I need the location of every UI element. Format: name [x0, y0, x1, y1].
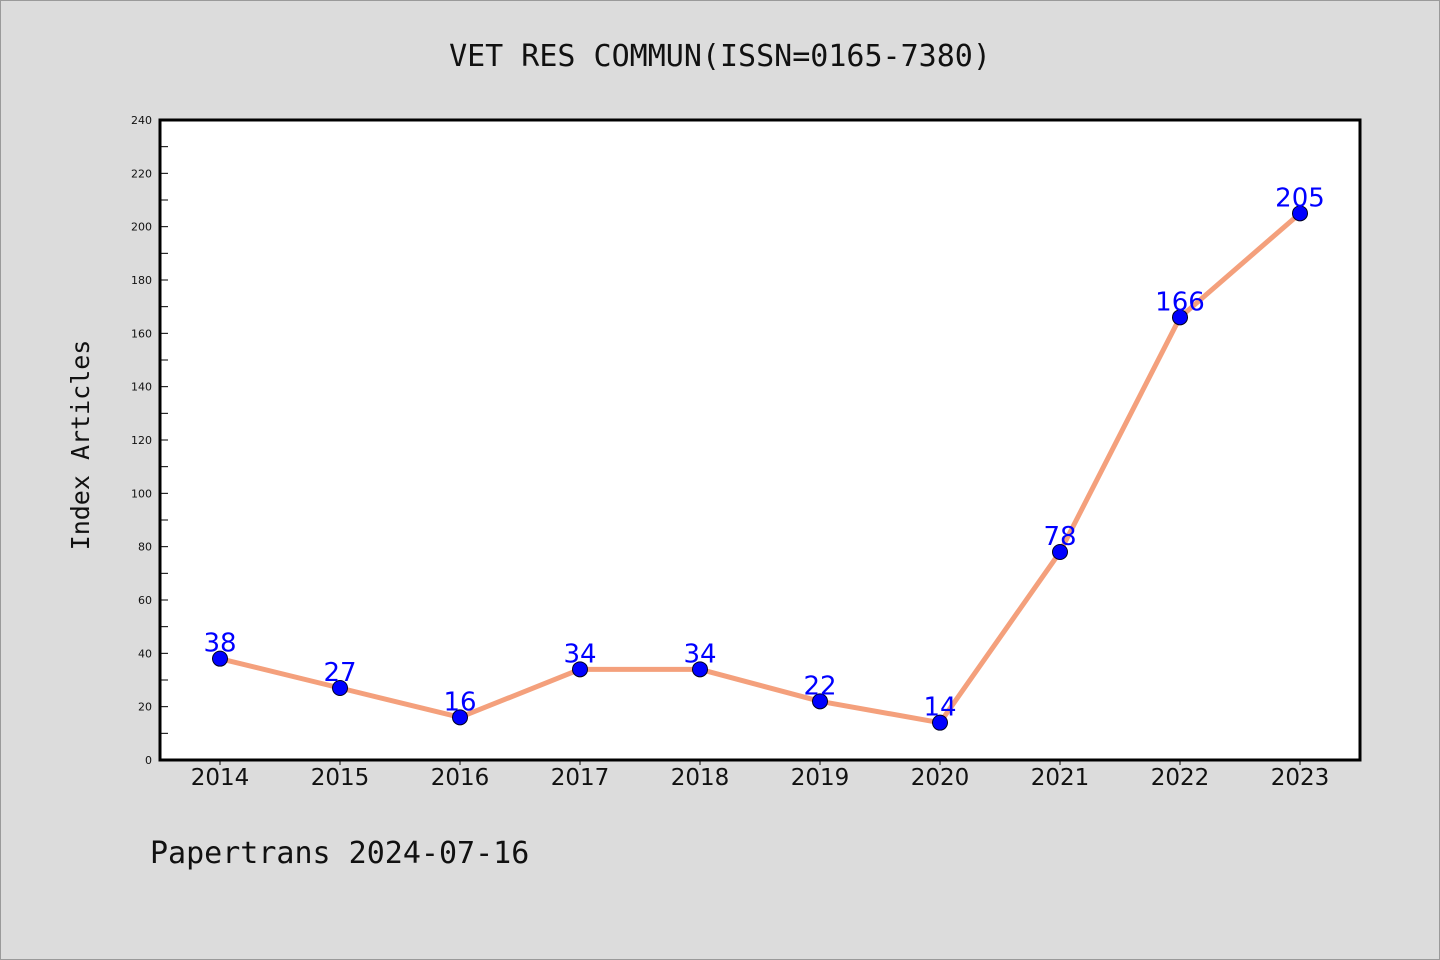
y-tick-label: 240: [131, 114, 152, 127]
y-tick-label: 40: [138, 647, 152, 660]
y-tick-label: 120: [131, 434, 152, 447]
y-tick-label: 100: [131, 487, 152, 500]
chart-title: VET RES COMMUN(ISSN=0165-7380): [449, 39, 991, 74]
data-label: 27: [323, 658, 356, 688]
data-point: [812, 693, 828, 710]
y-tick-label: 0: [145, 754, 152, 767]
y-tick-label: 140: [131, 381, 152, 394]
data-label: 16: [443, 687, 476, 717]
data-label: 78: [1043, 522, 1076, 552]
data-point: [572, 661, 588, 678]
y-tick-label: 20: [138, 701, 152, 714]
data-label: 166: [1155, 287, 1205, 317]
x-tick-label: 2023: [1271, 765, 1330, 791]
x-tick-label: 2022: [1151, 765, 1210, 791]
x-tick-label: 2014: [191, 765, 250, 791]
y-tick-label: 60: [138, 594, 152, 607]
data-point: [332, 680, 348, 696]
x-tick-label: 2015: [311, 765, 370, 791]
x-tick-label: 2021: [1031, 765, 1090, 791]
series-line: [217, 210, 1303, 726]
series: [212, 205, 1308, 731]
data-point: [212, 650, 228, 667]
data-label: 22: [803, 671, 836, 701]
data-point: [932, 714, 948, 731]
y-tick-label: 180: [131, 274, 152, 287]
data-label: 205: [1275, 183, 1325, 213]
data-point: [452, 709, 468, 726]
x-tick-label: 2016: [431, 765, 490, 791]
y-tick-label: 220: [131, 167, 152, 180]
y-tick-label: 80: [138, 541, 152, 554]
x-tick-label: 2020: [911, 765, 970, 791]
data-point: [1052, 544, 1068, 560]
x-tick-label: 2019: [791, 765, 850, 791]
x-tick-label: 2017: [551, 765, 610, 791]
data-label: 34: [563, 639, 596, 669]
y-tick-label: 160: [131, 327, 152, 340]
y-axis-label: Index Articles: [66, 340, 95, 551]
y-axis: 0 20 40 60 80 100 120 140 160 180 200 220 240: [131, 114, 168, 767]
data-point: [692, 661, 708, 678]
footer-watermark: Papertrans 2024-07-16: [150, 836, 529, 871]
y-tick-label: 200: [131, 221, 152, 234]
data-label: 38: [203, 629, 236, 659]
data-labels: 38 27 16 34 34 22 14 78 166 205: [203, 183, 1324, 722]
data-point: [1292, 205, 1308, 222]
plot-area: [158, 118, 1362, 762]
x-tick-label: 2018: [671, 765, 730, 791]
data-label: 34: [683, 639, 716, 669]
data-point: [1172, 309, 1188, 326]
x-axis: 2014 2015 2016 2017 2018 2019 2020 2021 2022 2023: [191, 760, 1330, 791]
data-label: 14: [923, 693, 956, 723]
